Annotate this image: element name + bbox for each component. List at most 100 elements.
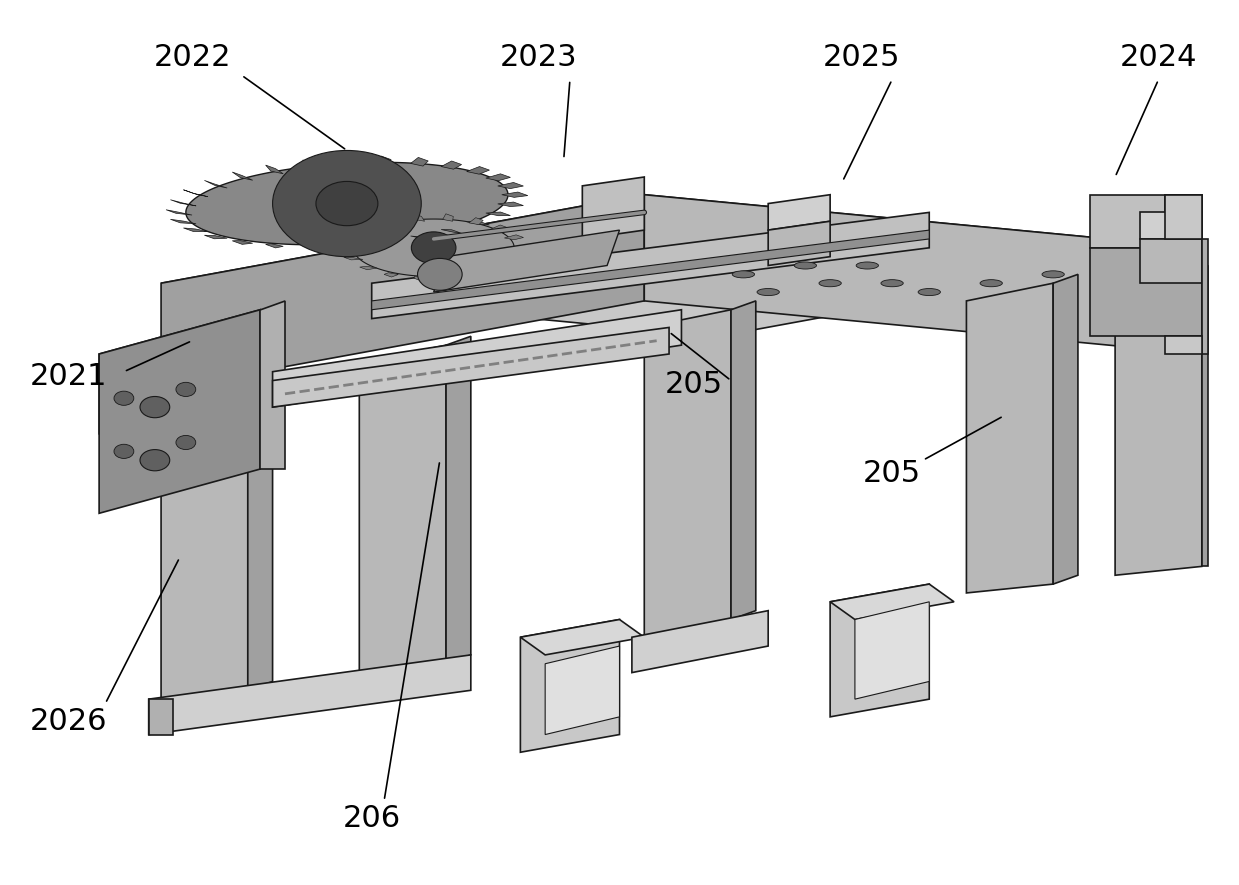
Polygon shape	[149, 699, 173, 735]
Circle shape	[176, 435, 196, 450]
Polygon shape	[504, 258, 524, 260]
Polygon shape	[414, 214, 425, 221]
Polygon shape	[359, 345, 446, 681]
Polygon shape	[232, 241, 253, 244]
Polygon shape	[204, 181, 227, 188]
Polygon shape	[486, 173, 510, 181]
Polygon shape	[467, 221, 489, 225]
Polygon shape	[498, 182, 523, 189]
Polygon shape	[486, 212, 510, 216]
Polygon shape	[768, 221, 830, 266]
Ellipse shape	[918, 289, 940, 296]
Polygon shape	[545, 646, 620, 735]
Polygon shape	[1090, 248, 1202, 336]
Circle shape	[418, 258, 462, 290]
Polygon shape	[768, 195, 830, 230]
Polygon shape	[99, 310, 260, 513]
Polygon shape	[468, 273, 483, 277]
Polygon shape	[504, 235, 524, 240]
Polygon shape	[966, 283, 1053, 593]
Polygon shape	[410, 236, 429, 240]
Circle shape	[114, 444, 134, 458]
Polygon shape	[384, 273, 398, 277]
Polygon shape	[855, 602, 929, 699]
Polygon shape	[273, 327, 669, 407]
Polygon shape	[632, 611, 768, 673]
Circle shape	[140, 396, 170, 418]
Polygon shape	[377, 156, 392, 165]
Text: 2022: 2022	[154, 43, 230, 72]
Polygon shape	[830, 584, 954, 620]
Ellipse shape	[881, 280, 903, 287]
Text: 2023: 2023	[501, 43, 577, 72]
Text: 2025: 2025	[823, 43, 900, 72]
Polygon shape	[372, 212, 929, 319]
Polygon shape	[442, 214, 453, 221]
Polygon shape	[343, 258, 363, 260]
Polygon shape	[343, 235, 363, 240]
Polygon shape	[1090, 195, 1202, 248]
Polygon shape	[161, 195, 1202, 336]
Polygon shape	[441, 161, 462, 169]
Polygon shape	[260, 301, 285, 469]
Polygon shape	[731, 301, 756, 620]
Circle shape	[176, 382, 196, 396]
Ellipse shape	[856, 262, 878, 269]
Polygon shape	[467, 166, 489, 174]
Polygon shape	[341, 157, 353, 166]
Polygon shape	[498, 202, 523, 206]
Polygon shape	[1165, 195, 1202, 239]
Ellipse shape	[819, 280, 841, 287]
Polygon shape	[1202, 239, 1208, 354]
Polygon shape	[1165, 336, 1202, 354]
Polygon shape	[1140, 239, 1202, 283]
Polygon shape	[468, 218, 483, 225]
Circle shape	[316, 181, 378, 226]
Polygon shape	[166, 210, 192, 215]
Ellipse shape	[757, 289, 779, 296]
Polygon shape	[1053, 274, 1078, 584]
Polygon shape	[161, 195, 644, 389]
Polygon shape	[265, 165, 284, 173]
Polygon shape	[265, 243, 284, 248]
Circle shape	[411, 232, 456, 264]
Polygon shape	[491, 266, 508, 270]
Polygon shape	[414, 276, 425, 281]
Circle shape	[273, 150, 421, 257]
Polygon shape	[149, 655, 471, 735]
Text: 2026: 2026	[30, 707, 107, 735]
Polygon shape	[359, 225, 377, 231]
Polygon shape	[359, 266, 377, 270]
Polygon shape	[644, 310, 731, 637]
Polygon shape	[99, 310, 260, 434]
Polygon shape	[341, 243, 353, 249]
Polygon shape	[1202, 266, 1208, 566]
Polygon shape	[1140, 212, 1202, 239]
Polygon shape	[491, 225, 508, 231]
Text: 206: 206	[343, 804, 400, 833]
Polygon shape	[248, 363, 273, 690]
Polygon shape	[353, 219, 514, 276]
Text: 205: 205	[665, 371, 722, 399]
Polygon shape	[434, 230, 620, 292]
Polygon shape	[338, 246, 358, 250]
Polygon shape	[520, 620, 620, 752]
Polygon shape	[502, 192, 528, 197]
Polygon shape	[372, 230, 929, 310]
Polygon shape	[183, 189, 208, 196]
Polygon shape	[410, 158, 429, 166]
Polygon shape	[442, 276, 453, 281]
Polygon shape	[441, 229, 462, 234]
Polygon shape	[232, 172, 253, 181]
Text: 205: 205	[864, 459, 921, 488]
Ellipse shape	[794, 262, 817, 269]
Ellipse shape	[732, 271, 755, 278]
Ellipse shape	[980, 280, 1002, 287]
Polygon shape	[273, 310, 681, 407]
Ellipse shape	[1042, 271, 1064, 278]
Polygon shape	[302, 160, 317, 169]
Circle shape	[114, 391, 134, 405]
Text: 2021: 2021	[30, 362, 107, 390]
Polygon shape	[171, 219, 196, 224]
Polygon shape	[1165, 195, 1202, 212]
